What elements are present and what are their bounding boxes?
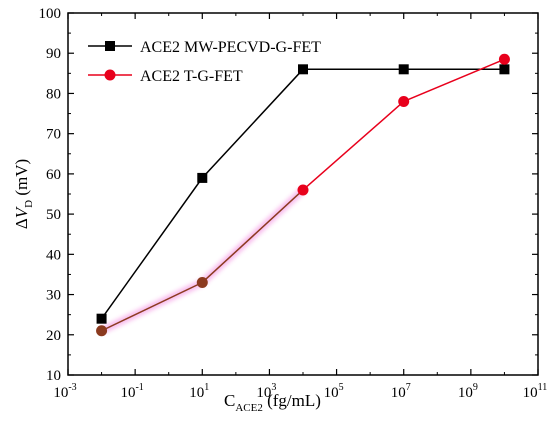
x-tick-exponent: 5 bbox=[339, 382, 344, 393]
x-tick-label: 109 bbox=[458, 382, 478, 401]
y-tick-label: 40 bbox=[46, 247, 61, 263]
x-tick-label: 10-1 bbox=[120, 382, 143, 401]
x-tick-label: 1011 bbox=[523, 382, 548, 401]
legend: ACE2 MW-PECVD-G-FET ACE2 T-G-FET bbox=[88, 39, 321, 85]
series-2-circle-marker bbox=[398, 95, 410, 107]
x-axis-title-subscript: ACE2 bbox=[235, 402, 263, 414]
y-axis-title-delta: Δ bbox=[12, 218, 31, 229]
x-tick-label: 107 bbox=[391, 382, 411, 401]
y-axis-title-unit: (mV) bbox=[12, 159, 31, 200]
legend-label-series-1: ACE2 MW-PECVD-G-FET bbox=[140, 39, 321, 56]
y-axis: 10 20 30 40 50 60 70 80 90 100 bbox=[39, 6, 538, 384]
y-tick-label: 50 bbox=[46, 207, 61, 223]
y-tick-label: 20 bbox=[46, 328, 61, 344]
x-tick-exponent: 3 bbox=[271, 382, 276, 393]
series-2-segment bbox=[403, 58, 505, 103]
x-tick-label: 10-3 bbox=[53, 382, 76, 401]
series-1-square-marker bbox=[96, 313, 107, 324]
series-1-square-marker bbox=[398, 64, 409, 75]
y-tick-label: 90 bbox=[46, 46, 61, 62]
x-tick-exponent: 9 bbox=[473, 382, 478, 393]
x-tick-exponent: -3 bbox=[68, 382, 76, 393]
x-tick-label: 103 bbox=[256, 382, 276, 401]
series-1-square-marker bbox=[298, 64, 308, 75]
legend-circle-marker bbox=[104, 69, 116, 81]
x-tick-exponent: 1 bbox=[204, 382, 209, 393]
y-tick-label: 60 bbox=[46, 167, 61, 183]
x-axis-title-base: C bbox=[224, 391, 235, 410]
x-tick-exponent: 11 bbox=[538, 382, 548, 393]
x-tick-label: 105 bbox=[324, 382, 344, 401]
series-1-square-marker bbox=[197, 172, 208, 183]
x-tick-label: 101 bbox=[189, 382, 209, 401]
series-2-segment bbox=[201, 189, 304, 284]
y-tick-label: 70 bbox=[46, 127, 61, 143]
legend-square-marker bbox=[105, 41, 115, 51]
series-2-circle-marker bbox=[196, 276, 208, 288]
series-2-segment bbox=[302, 100, 405, 191]
x-tick-exponent: 7 bbox=[406, 382, 411, 393]
y-axis-title: ΔVD (mV) bbox=[12, 159, 35, 229]
x-axis-title-unit: (fg/mL) bbox=[263, 391, 321, 410]
x-axis: 10-3 10-1 101 103 105 107 109 1011 bbox=[53, 13, 547, 401]
series-1-square-marker bbox=[499, 64, 510, 75]
legend-label-series-2: ACE2 T-G-FET bbox=[140, 68, 243, 85]
y-axis-title-subscript: D bbox=[23, 200, 35, 208]
series-2-circle-marker bbox=[498, 53, 510, 65]
series-2-circle-marker bbox=[297, 184, 309, 196]
y-axis-title-variable: V bbox=[12, 205, 31, 218]
y-tick-label: 10 bbox=[46, 368, 61, 384]
y-tick-label: 100 bbox=[39, 6, 62, 22]
x-tick-exponent: -1 bbox=[135, 382, 143, 393]
series-layer bbox=[96, 53, 510, 337]
highlight-glow-layer bbox=[100, 187, 306, 334]
y-tick-label: 80 bbox=[46, 86, 61, 102]
series-2-highlight-glow bbox=[100, 187, 306, 334]
series-2-segment bbox=[101, 281, 203, 332]
x-axis-title: CACE2 (fg/mL) bbox=[224, 391, 321, 414]
y-tick-label: 30 bbox=[46, 288, 61, 304]
series-2-circle-marker bbox=[96, 325, 108, 337]
